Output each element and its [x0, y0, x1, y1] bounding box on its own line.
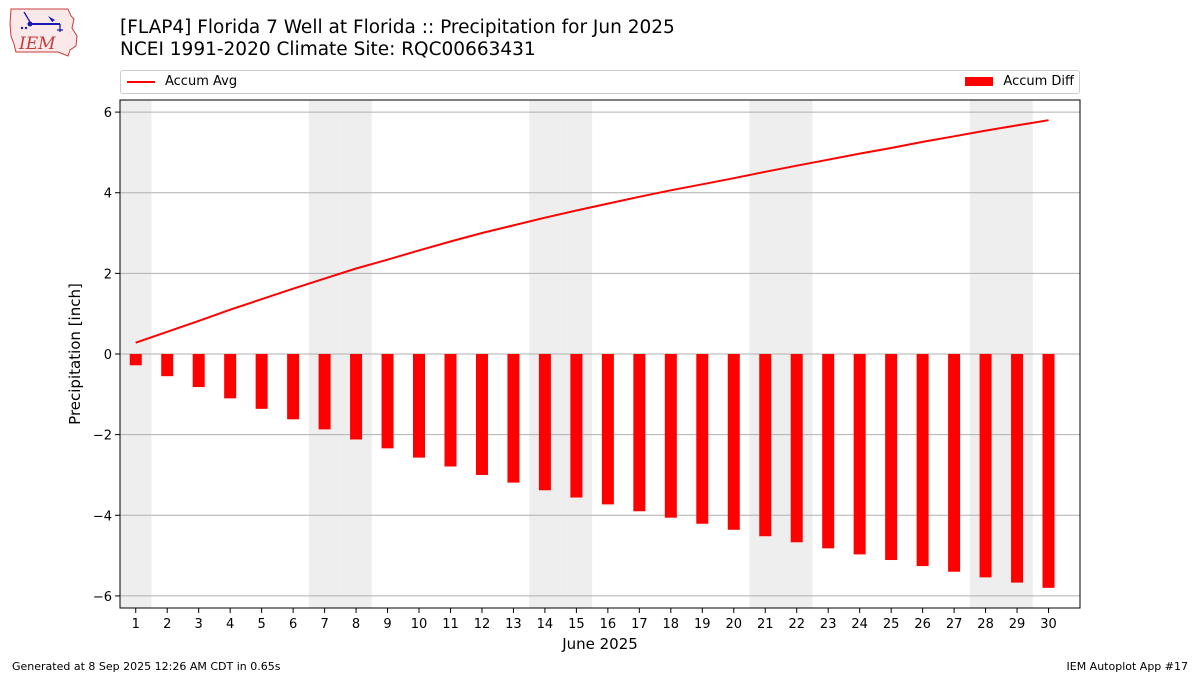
bar-accum-diff [916, 354, 929, 567]
x-tick-label: 9 [383, 617, 391, 632]
x-tick-label: 10 [411, 617, 428, 632]
footer-app-text: IEM Autoplot App #17 [1066, 660, 1189, 673]
x-tick-label: 6 [289, 617, 297, 632]
legend-bar-swatch [965, 77, 994, 86]
logo-text: IEM [18, 34, 56, 54]
legend: Accum Avg Accum Diff [120, 70, 1080, 94]
footer-generated-text: Generated at 8 Sep 2025 12:26 AM CDT in … [12, 660, 281, 673]
bar-accum-diff [633, 354, 646, 512]
x-tick-label: 25 [883, 617, 900, 632]
x-tick-label: 5 [257, 617, 265, 632]
y-tick-label: 4 [104, 187, 112, 202]
bar-accum-diff [885, 354, 898, 561]
chart-title: [FLAP4] Florida 7 Well at Florida :: Pre… [120, 17, 675, 38]
y-axis-label: Precipitation [inch] [66, 283, 84, 425]
x-tick-label: 11 [442, 617, 459, 632]
bar-accum-diff [413, 354, 426, 458]
x-axis-label: June 2025 [561, 635, 638, 653]
bar-accum-diff [255, 354, 268, 409]
x-tick-label: 22 [788, 617, 805, 632]
y-tick-label: −4 [93, 509, 112, 524]
y-tick-label: −6 [93, 590, 112, 605]
bar-accum-diff [570, 354, 583, 498]
x-tick-label: 17 [631, 617, 648, 632]
x-tick-label: 29 [1009, 617, 1026, 632]
x-tick-label: 19 [694, 617, 711, 632]
bar-accum-diff [727, 354, 740, 530]
x-tick-label: 20 [725, 617, 742, 632]
x-tick-label: 27 [946, 617, 963, 632]
x-tick-label: 7 [320, 617, 328, 632]
bar-accum-diff [192, 354, 205, 388]
bar-accum-diff [538, 354, 551, 491]
bar-accum-diff [475, 354, 488, 475]
bar-accum-diff [601, 354, 614, 505]
bar-accum-diff [129, 354, 142, 366]
x-tick-label: 12 [474, 617, 491, 632]
bar-accum-diff [1011, 354, 1024, 583]
bar-accum-diff [822, 354, 835, 549]
bar-accum-diff [224, 354, 237, 399]
bar-accum-diff [287, 354, 300, 420]
x-tick-label: 14 [537, 617, 554, 632]
legend-item-accum-diff: Accum Diff [965, 74, 1074, 89]
x-tick-label: 28 [977, 617, 994, 632]
bar-accum-diff [948, 354, 961, 572]
x-tick-label: 21 [757, 617, 774, 632]
bar-accum-diff [979, 354, 992, 578]
iem-logo: IEM [9, 8, 78, 57]
x-tick-label: 16 [600, 617, 617, 632]
x-tick-label: 8 [352, 617, 360, 632]
x-tick-label: 2 [163, 617, 171, 632]
y-tick-label: 2 [104, 267, 112, 282]
bar-accum-diff [318, 354, 331, 430]
x-tick-label: 30 [1040, 617, 1057, 632]
bar-accum-diff [381, 354, 394, 449]
x-tick-label: 3 [195, 617, 203, 632]
legend-label-accum-avg: Accum Avg [165, 74, 238, 89]
bar-accum-diff [759, 354, 772, 537]
x-tick-label: 18 [663, 617, 680, 632]
x-tick-label: 1 [132, 617, 140, 632]
bar-accum-diff [853, 354, 866, 555]
bar-accum-diff [444, 354, 457, 467]
bar-accum-diff [507, 354, 520, 483]
line-accum-avg [135, 119, 1049, 344]
chart-subtitle: NCEI 1991-2020 Climate Site: RQC00663431 [120, 39, 536, 60]
legend-item-accum-avg: Accum Avg [127, 74, 237, 89]
x-tick-label: 4 [226, 617, 234, 632]
bar-accum-diff [350, 354, 363, 440]
bar-accum-diff [790, 354, 803, 543]
y-tick-label: −2 [93, 429, 112, 444]
x-tick-label: 13 [505, 617, 522, 632]
bar-accum-diff [1042, 354, 1055, 588]
x-tick-label: 24 [851, 617, 868, 632]
legend-label-accum-diff: Accum Diff [1003, 74, 1074, 89]
legend-line-swatch [127, 80, 155, 83]
x-tick-label: 23 [820, 617, 837, 632]
x-tick-label: 26 [914, 617, 931, 632]
y-tick-label: 0 [104, 348, 112, 363]
x-tick-label: 15 [568, 617, 585, 632]
bar-accum-diff [664, 354, 677, 518]
bar-accum-diff [161, 354, 174, 377]
bar-accum-diff [696, 354, 709, 524]
y-tick-label: 6 [104, 106, 112, 121]
